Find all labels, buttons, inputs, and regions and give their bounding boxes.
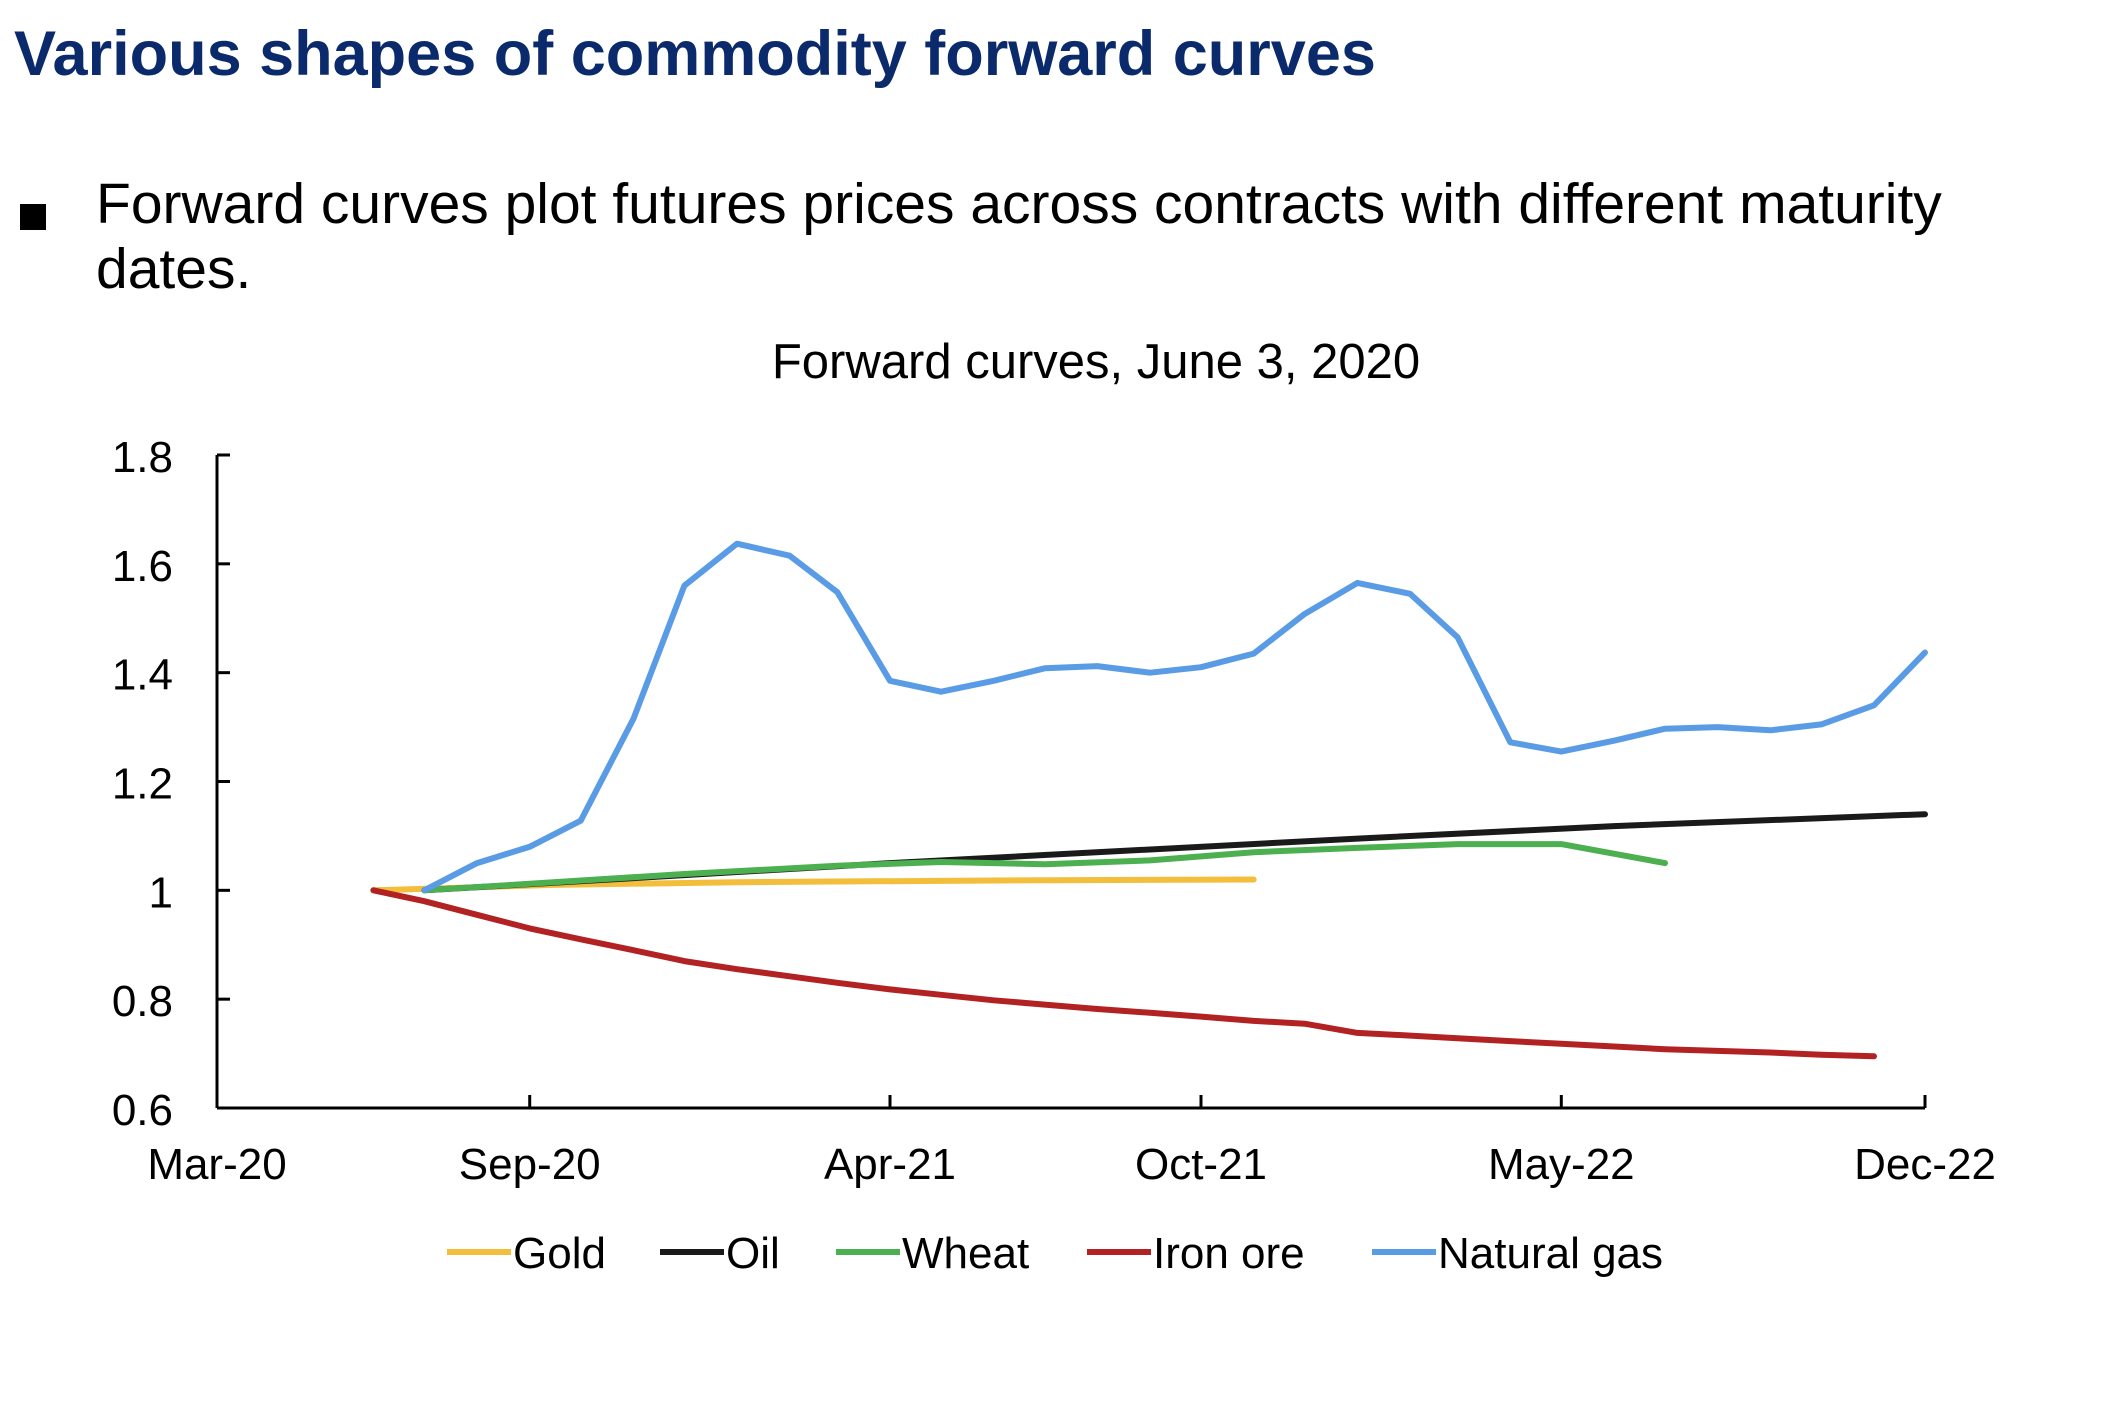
x-tick-label: Sep-20 — [459, 1140, 601, 1189]
legend-label-iron-ore: Iron ore — [1153, 1229, 1305, 1278]
x-tick-label: Oct-21 — [1135, 1140, 1267, 1189]
series-line-wheat — [421, 841, 1668, 894]
y-tick-label: 1 — [149, 868, 173, 917]
legend-label-oil: Oil — [726, 1229, 780, 1278]
x-tick-label: May-22 — [1488, 1140, 1635, 1189]
legend-label-gold: Gold — [513, 1229, 606, 1278]
bullet-text: Forward curves plot futures prices acros… — [96, 172, 1942, 301]
y-tick-label: 0.6 — [112, 1086, 173, 1135]
y-tick-label: 1.2 — [112, 760, 173, 809]
x-tick-label: Mar-20 — [147, 1140, 286, 1189]
square-bullet-icon — [20, 204, 46, 230]
y-tick-label: 1.4 — [112, 651, 173, 700]
y-tick-label: 1.8 — [112, 433, 173, 482]
series-line-natural-gas — [421, 540, 1928, 894]
slide-title: Various shapes of commodity forward curv… — [14, 19, 1376, 89]
series-line-iron-ore — [370, 887, 1877, 1060]
forward-curves-chart: Forward curves, June 3, 2020 0.6 0.8 1 1.2 1.… — [112, 335, 1996, 1278]
legend-label-natural-gas: Natural gas — [1438, 1229, 1663, 1278]
x-tick-label: Dec-22 — [1854, 1140, 1996, 1189]
x-tick-label: Apr-21 — [824, 1140, 956, 1189]
legend-label-wheat: Wheat — [902, 1229, 1029, 1278]
y-tick-label: 1.6 — [112, 542, 173, 591]
y-tick-label: 0.8 — [112, 977, 173, 1026]
chart-title: Forward curves, June 3, 2020 — [772, 335, 1420, 389]
